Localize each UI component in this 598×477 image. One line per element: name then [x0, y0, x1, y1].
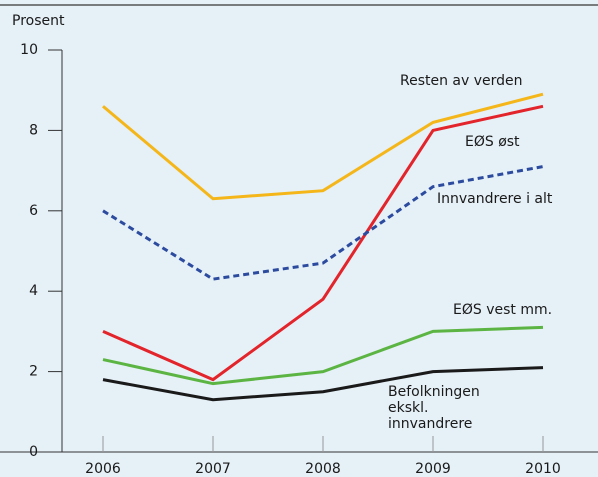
series-line [102, 92, 544, 201]
series-label: EØS vest mm. [453, 302, 553, 318]
series-line [102, 366, 544, 402]
x-tick-label: 2008 [305, 461, 341, 477]
y-tick-label: 0 [29, 444, 38, 460]
x-tick-label: 2007 [195, 461, 231, 477]
series-label: Innvandrere i alt [437, 191, 553, 207]
series-line [102, 325, 544, 386]
series-line [102, 165, 544, 281]
y-tick-label: 10 [20, 42, 38, 58]
series-line [102, 104, 544, 382]
x-tick-label: 2010 [525, 461, 561, 477]
series-label: Befolkningen ekskl. innvandrere [388, 384, 480, 432]
series-label: EØS øst [465, 134, 520, 150]
x-tick-label: 2009 [415, 461, 451, 477]
y-tick-label: 8 [29, 122, 38, 138]
y-tick-label: 2 [29, 364, 38, 380]
y-axis-label: Prosent [12, 13, 65, 29]
x-tick-label: 2006 [85, 461, 121, 477]
y-tick-label: 4 [29, 283, 38, 299]
y-tick-label: 6 [29, 203, 38, 219]
series-label: Resten av verden [400, 73, 523, 89]
